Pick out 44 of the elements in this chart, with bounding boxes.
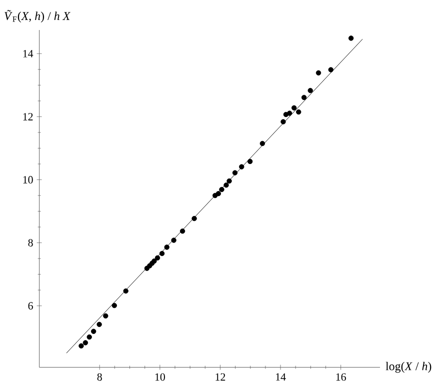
point — [296, 109, 302, 115]
x-tick-label: 12 — [216, 373, 226, 381]
point — [224, 182, 229, 188]
x-tick-label: 10 — [155, 373, 165, 381]
point — [232, 170, 238, 176]
point — [164, 244, 170, 250]
point — [247, 158, 253, 164]
x-tick-label: 16 — [336, 373, 346, 381]
point — [239, 164, 244, 170]
point — [82, 340, 88, 346]
y-tick-label: 10 — [23, 176, 33, 184]
y-tick-label: 8 — [28, 239, 33, 246]
point — [90, 328, 96, 334]
y-tick-label: 14 — [23, 50, 34, 58]
x-tick-label: 14 — [276, 373, 286, 381]
point — [308, 88, 313, 94]
point — [96, 322, 102, 328]
point — [123, 288, 128, 294]
point — [328, 67, 334, 72]
point — [154, 255, 160, 261]
point — [260, 140, 266, 146]
point — [348, 36, 354, 41]
point — [171, 238, 176, 243]
x-axis-title: log(X / h) — [386, 362, 432, 373]
point — [112, 302, 117, 308]
y-tick-label: 12 — [23, 113, 33, 120]
point — [219, 186, 224, 192]
point — [152, 258, 157, 264]
point — [316, 70, 322, 76]
point — [286, 110, 292, 116]
point — [226, 178, 232, 184]
x-tick-label: 8 — [97, 373, 102, 381]
point — [86, 334, 92, 340]
point — [180, 228, 186, 234]
y-tick-label: 6 — [28, 302, 33, 310]
point — [291, 105, 297, 110]
point — [103, 313, 108, 319]
point — [216, 191, 221, 196]
point — [78, 343, 84, 348]
point — [280, 119, 286, 124]
point — [159, 250, 165, 256]
y-axis-title: Ṽ$_{F}$(X, h) / h X — [4, 10, 71, 22]
point — [192, 216, 197, 222]
point — [301, 94, 307, 100]
